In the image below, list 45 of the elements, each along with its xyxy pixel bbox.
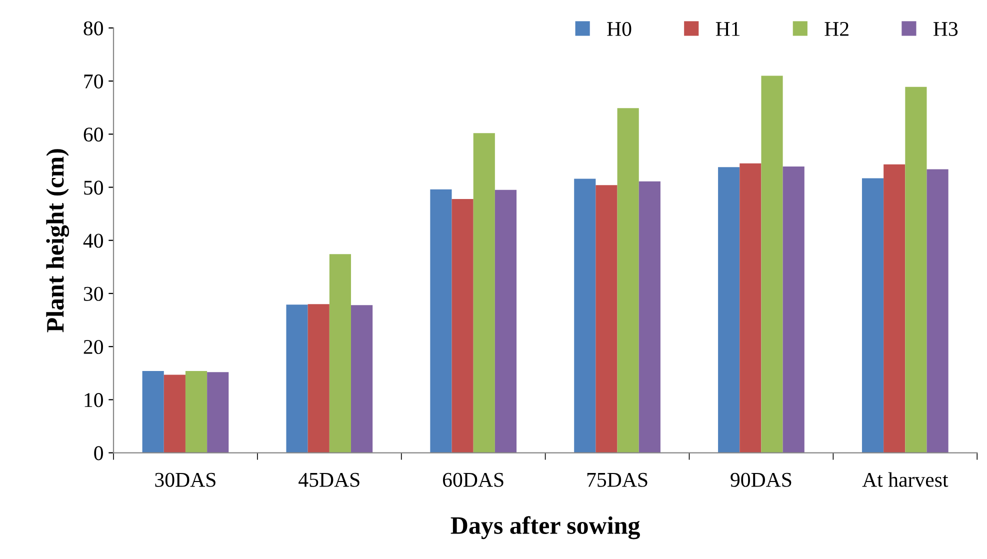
- y-tick-label: 50: [84, 180, 103, 195]
- y-tick-label: 20: [84, 340, 103, 354]
- y-tick-label: 30: [84, 286, 103, 301]
- legend-label: H1: [716, 22, 740, 36]
- legend-label: H2: [824, 22, 848, 36]
- bar: [308, 304, 330, 453]
- x-tick-label: 60DAS: [442, 472, 504, 487]
- y-tick-label: 0: [94, 446, 103, 460]
- bar: [905, 86, 927, 453]
- y-axis-title: Plant height (cm): [46, 149, 70, 332]
- bar: [926, 169, 948, 453]
- bar: [351, 305, 373, 453]
- y-tick-label: 40: [83, 234, 103, 248]
- bar: [617, 108, 639, 453]
- legend-label: H0: [607, 22, 632, 36]
- bar: [142, 371, 164, 453]
- bar: [740, 163, 762, 453]
- bar: [494, 190, 517, 453]
- bar: [718, 167, 740, 453]
- bar: [286, 304, 308, 453]
- y-tick-label: 10: [84, 393, 103, 408]
- y-tick-label: 60: [84, 128, 103, 142]
- bar: [574, 178, 596, 453]
- bar: [473, 133, 495, 453]
- x-tick-label: 90DAS: [730, 472, 792, 487]
- y-tick-label: 80: [84, 21, 103, 36]
- bar: [862, 178, 884, 453]
- bar: [329, 254, 351, 453]
- bar: [164, 374, 186, 453]
- x-tick-label: 45DAS: [298, 472, 360, 487]
- bar: [761, 76, 783, 453]
- bar: [596, 185, 618, 453]
- bar: [452, 198, 474, 453]
- bar: [185, 371, 208, 453]
- legend-label: H3: [934, 22, 958, 36]
- bar: [430, 189, 452, 453]
- bar: [782, 166, 804, 453]
- bar: [207, 372, 229, 453]
- x-tick-label: 75DAS: [587, 472, 648, 487]
- x-axis-title: Days after sowing: [450, 516, 640, 540]
- bar: [638, 181, 660, 453]
- x-tick-label: At harvest: [862, 472, 948, 487]
- bar: [884, 164, 906, 453]
- y-tick-label: 70: [84, 74, 103, 88]
- x-tick-label: 30DAS: [155, 472, 216, 487]
